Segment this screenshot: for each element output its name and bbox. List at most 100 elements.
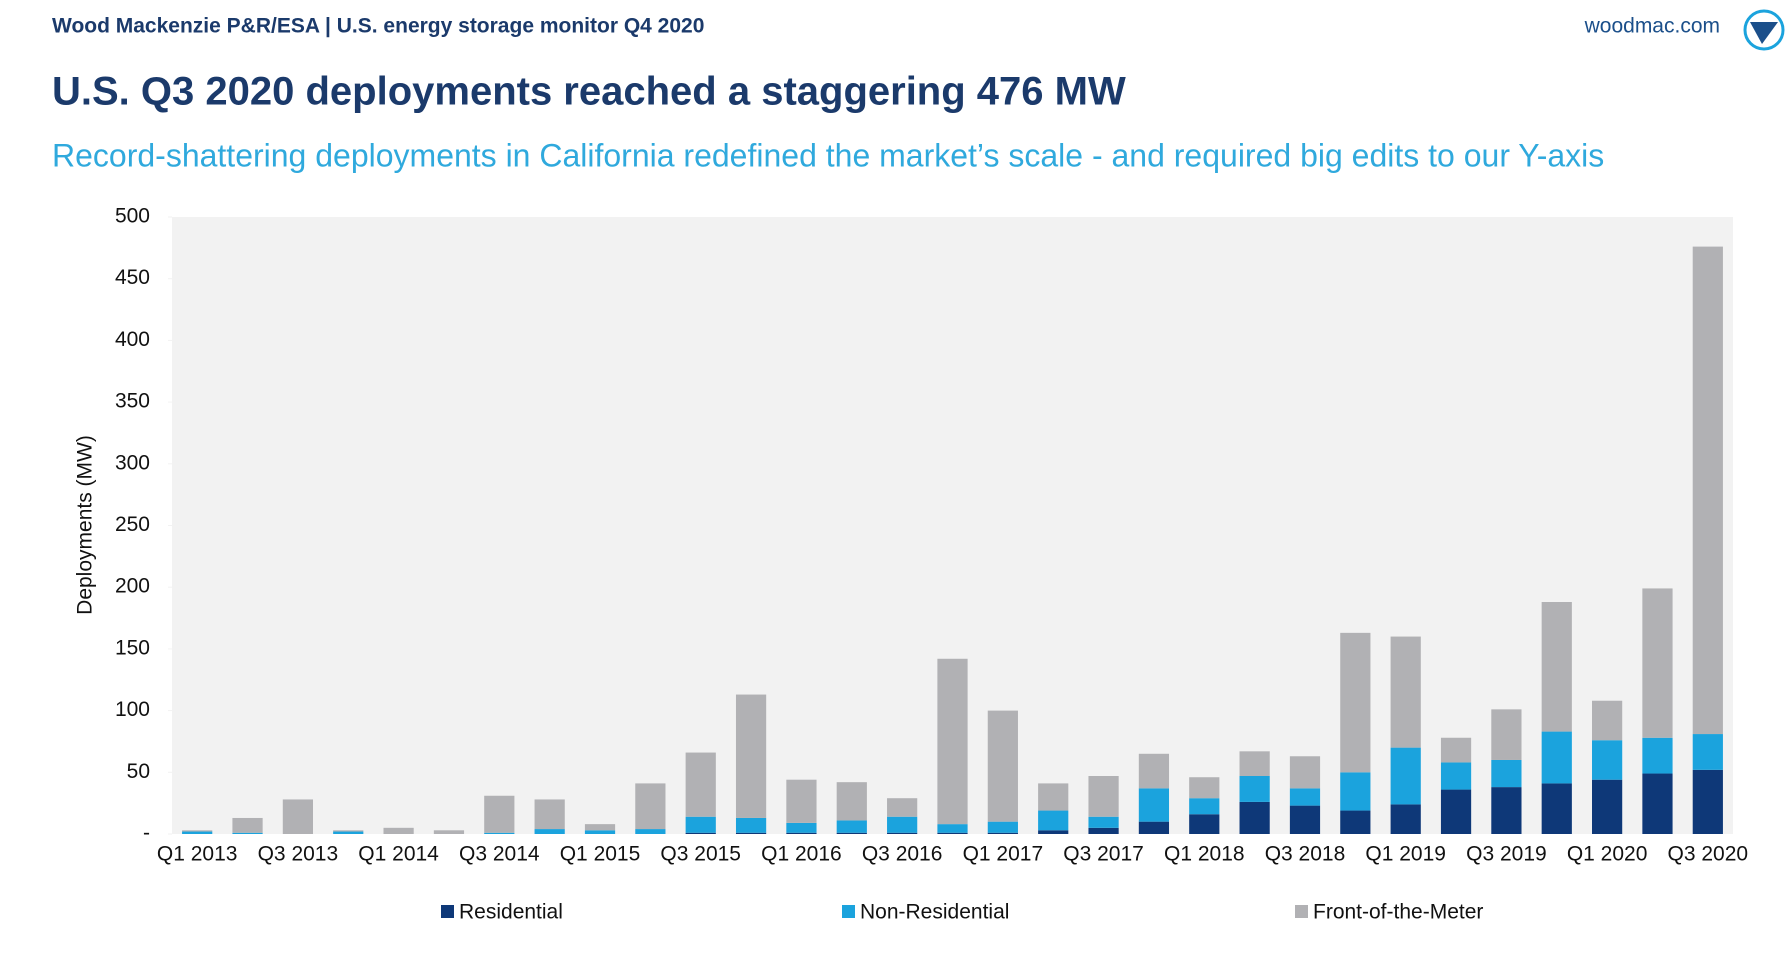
- bar-segment: [1038, 810, 1069, 831]
- bar-segment: [786, 832, 817, 834]
- logo-mark: [1750, 22, 1778, 44]
- bar-segment: [887, 816, 918, 833]
- bar-segment: [635, 783, 666, 830]
- bar-segment: [1340, 810, 1371, 834]
- bar-segment: [937, 832, 968, 834]
- bar-segment: [182, 831, 213, 834]
- y-tick-label: 200: [115, 575, 150, 598]
- bar-segment: [282, 799, 313, 834]
- bar-segment: [1138, 753, 1170, 789]
- x-tick-label: Q1 2020: [1567, 843, 1648, 866]
- logo-ring: [1743, 9, 1785, 51]
- y-tick-label: 150: [115, 636, 150, 659]
- bar-segment: [484, 832, 515, 834]
- chart-title: U.S. Q3 2020 deployments reached a stagg…: [52, 70, 1126, 114]
- bar-segment: [685, 816, 716, 833]
- bar-segment: [232, 832, 263, 834]
- bar-segment: [1390, 636, 1421, 748]
- legend-swatch: [842, 905, 855, 918]
- bar-segment: [1088, 776, 1119, 817]
- bar-segment: [1491, 759, 1522, 788]
- x-tick-label: Q1 2019: [1365, 843, 1446, 866]
- bar-segment: [1138, 821, 1170, 834]
- bar-segment: [1138, 788, 1170, 822]
- y-tick-label: 250: [115, 513, 150, 536]
- x-tick-label: Q1 2018: [1164, 843, 1245, 866]
- bar-segment: [937, 658, 968, 825]
- bar-segment: [1038, 830, 1069, 834]
- legend-swatch: [441, 905, 454, 918]
- bar-segment: [1592, 700, 1623, 741]
- bar-segment: [534, 799, 565, 830]
- bar-segment: [1642, 588, 1673, 738]
- x-tick-label: Q3 2017: [1063, 843, 1144, 866]
- x-tick-label: Q3 2014: [459, 843, 540, 866]
- bar-segment: [685, 752, 716, 817]
- legend-label: Non-Residential: [860, 901, 1009, 924]
- y-tick-label: 500: [115, 205, 150, 228]
- bar-segment: [1038, 783, 1069, 811]
- header-site: woodmac.com: [1584, 15, 1720, 38]
- bar-segment: [1692, 734, 1723, 770]
- y-tick-label: 100: [115, 698, 150, 721]
- bar-segment: [786, 822, 817, 833]
- bar-segment: [1088, 827, 1119, 834]
- bar-segment: [1340, 632, 1371, 773]
- bar-segment: [1239, 801, 1270, 834]
- bar-segment: [887, 832, 918, 834]
- bar-segment: [1592, 740, 1623, 780]
- x-tick-label: Q1 2017: [963, 843, 1044, 866]
- bar-segment: [887, 798, 918, 817]
- bar-segment: [987, 710, 1018, 822]
- x-tick-label: Q3 2020: [1668, 843, 1749, 866]
- x-tick-label: Q3 2016: [862, 843, 943, 866]
- bar-segment: [1239, 751, 1270, 777]
- bar-segment: [1491, 709, 1522, 760]
- bar-segment: [735, 817, 767, 833]
- bar-segment: [1541, 783, 1572, 834]
- bar-segment: [333, 830, 364, 832]
- logo: [1743, 9, 1785, 51]
- bar-segment: [1189, 814, 1220, 834]
- bar-segment: [1440, 737, 1472, 763]
- y-tick-label: 300: [115, 451, 150, 474]
- bar-segment: [1642, 737, 1673, 774]
- bar-segment: [584, 824, 616, 831]
- bar-segment: [1541, 731, 1572, 784]
- bar-segment: [1189, 777, 1220, 799]
- bar-segment: [1088, 816, 1119, 828]
- bar-segment: [786, 779, 817, 823]
- bar-segment: [1340, 772, 1371, 811]
- bar-segment: [1239, 776, 1270, 802]
- y-tick-label: -: [143, 822, 150, 845]
- x-tick-label: Q1 2013: [157, 843, 238, 866]
- bar-segment: [987, 821, 1018, 833]
- y-tick-label: 450: [115, 266, 150, 289]
- bar-segment: [1592, 779, 1623, 834]
- bar-segment: [685, 832, 716, 834]
- legend-label: Residential: [459, 901, 563, 924]
- bar-segment: [534, 829, 565, 834]
- bar-segment: [735, 832, 767, 834]
- x-tick-label: Q3 2019: [1466, 843, 1547, 866]
- x-tick-label: Q1 2015: [560, 843, 641, 866]
- bar-segment: [836, 820, 867, 833]
- y-axis-label: Deployments (MW): [74, 435, 97, 615]
- bar-segment: [987, 832, 1018, 834]
- header-source: Wood Mackenzie P&R/ESA | U.S. energy sto…: [52, 15, 704, 38]
- bar-segment: [333, 831, 364, 834]
- bar-segment: [232, 817, 263, 833]
- bar-segment: [1289, 805, 1321, 834]
- bar-segment: [1289, 756, 1321, 789]
- bar-segment: [1390, 747, 1421, 805]
- bar-segment: [433, 830, 465, 834]
- bar-segment: [584, 830, 616, 834]
- x-tick-label: Q3 2013: [258, 843, 339, 866]
- x-tick-label: Q3 2015: [660, 843, 741, 866]
- bar-segment: [1289, 788, 1321, 806]
- bar-segment: [937, 824, 968, 833]
- legend-swatch: [1295, 905, 1308, 918]
- bar-segment: [484, 795, 515, 833]
- bar-segment: [635, 829, 666, 834]
